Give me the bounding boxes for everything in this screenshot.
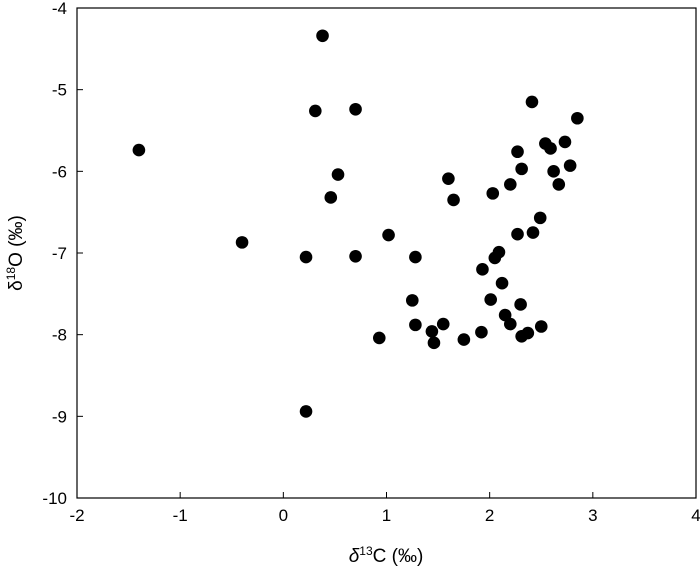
data-point [425,325,439,338]
data-point [511,145,524,159]
data-point [521,326,535,340]
x-axis: -2 -1 0 1 2 3 4 [69,492,700,525]
data-point [533,211,547,225]
x-axis-title-delta: δ [349,546,360,567]
y-axis-title-superscript: 18 [4,267,18,281]
data-point [515,162,528,176]
x-tick-label: -2 [69,506,84,525]
data-point [331,168,345,181]
y-tick-label: -5 [52,81,67,100]
data-point [349,102,362,116]
x-axis-title: δ13C (‰) [349,544,424,567]
data-point [457,333,471,346]
data-points [132,29,584,418]
y-tick-label: -6 [52,162,67,181]
data-point [436,317,450,331]
x-tick-label: 3 [588,506,597,525]
x-tick-label: 0 [279,506,288,525]
data-point [475,325,488,339]
y-tick-label: -7 [52,244,67,263]
data-point [526,226,540,239]
data-point [132,143,146,157]
data-point [476,263,489,276]
data-point [409,318,422,332]
x-tick-label: 1 [382,506,391,525]
x-tick-label: -1 [173,506,188,525]
data-point [504,178,517,191]
data-point [495,276,509,290]
data-point [511,227,524,241]
data-point [442,172,455,185]
data-point [235,236,249,249]
data-point [316,29,329,43]
data-point [324,191,338,204]
data-point [547,165,560,178]
y-axis-title-rest: O (‰) [6,215,27,267]
y-tick-label: -4 [52,0,67,18]
x-axis-title-rest: C (‰) [373,546,424,567]
data-point [372,331,386,345]
data-point [525,95,539,109]
y-tick-label: -10 [42,489,67,508]
x-tick-label: 4 [691,506,700,525]
data-point [427,336,441,350]
data-point [492,245,506,259]
y-tick-label: -9 [52,407,67,426]
data-point [349,249,362,263]
data-point [514,298,527,311]
data-point [563,159,577,172]
y-axis-title-delta: δ [6,280,27,291]
data-point [552,178,566,191]
data-point [486,187,500,200]
data-point [558,135,572,149]
x-axis-title-superscript: 13 [359,544,373,558]
data-point [484,293,497,306]
x-tick-label: 2 [485,506,494,525]
y-axis-title: δ18O (‰) [4,215,27,291]
data-point [534,320,548,333]
plot-frame [76,7,697,499]
y-tick-label: -8 [52,326,67,345]
data-point [382,228,395,242]
data-point [309,104,322,118]
data-point [299,405,313,418]
data-point [504,317,517,331]
y-axis: -4 -5 -6 -7 -8 -9 -10 [42,0,83,508]
data-point [571,111,584,125]
data-point [405,294,419,307]
data-point [409,250,422,264]
data-point [447,193,460,207]
data-point [299,250,313,264]
data-point [544,142,557,155]
